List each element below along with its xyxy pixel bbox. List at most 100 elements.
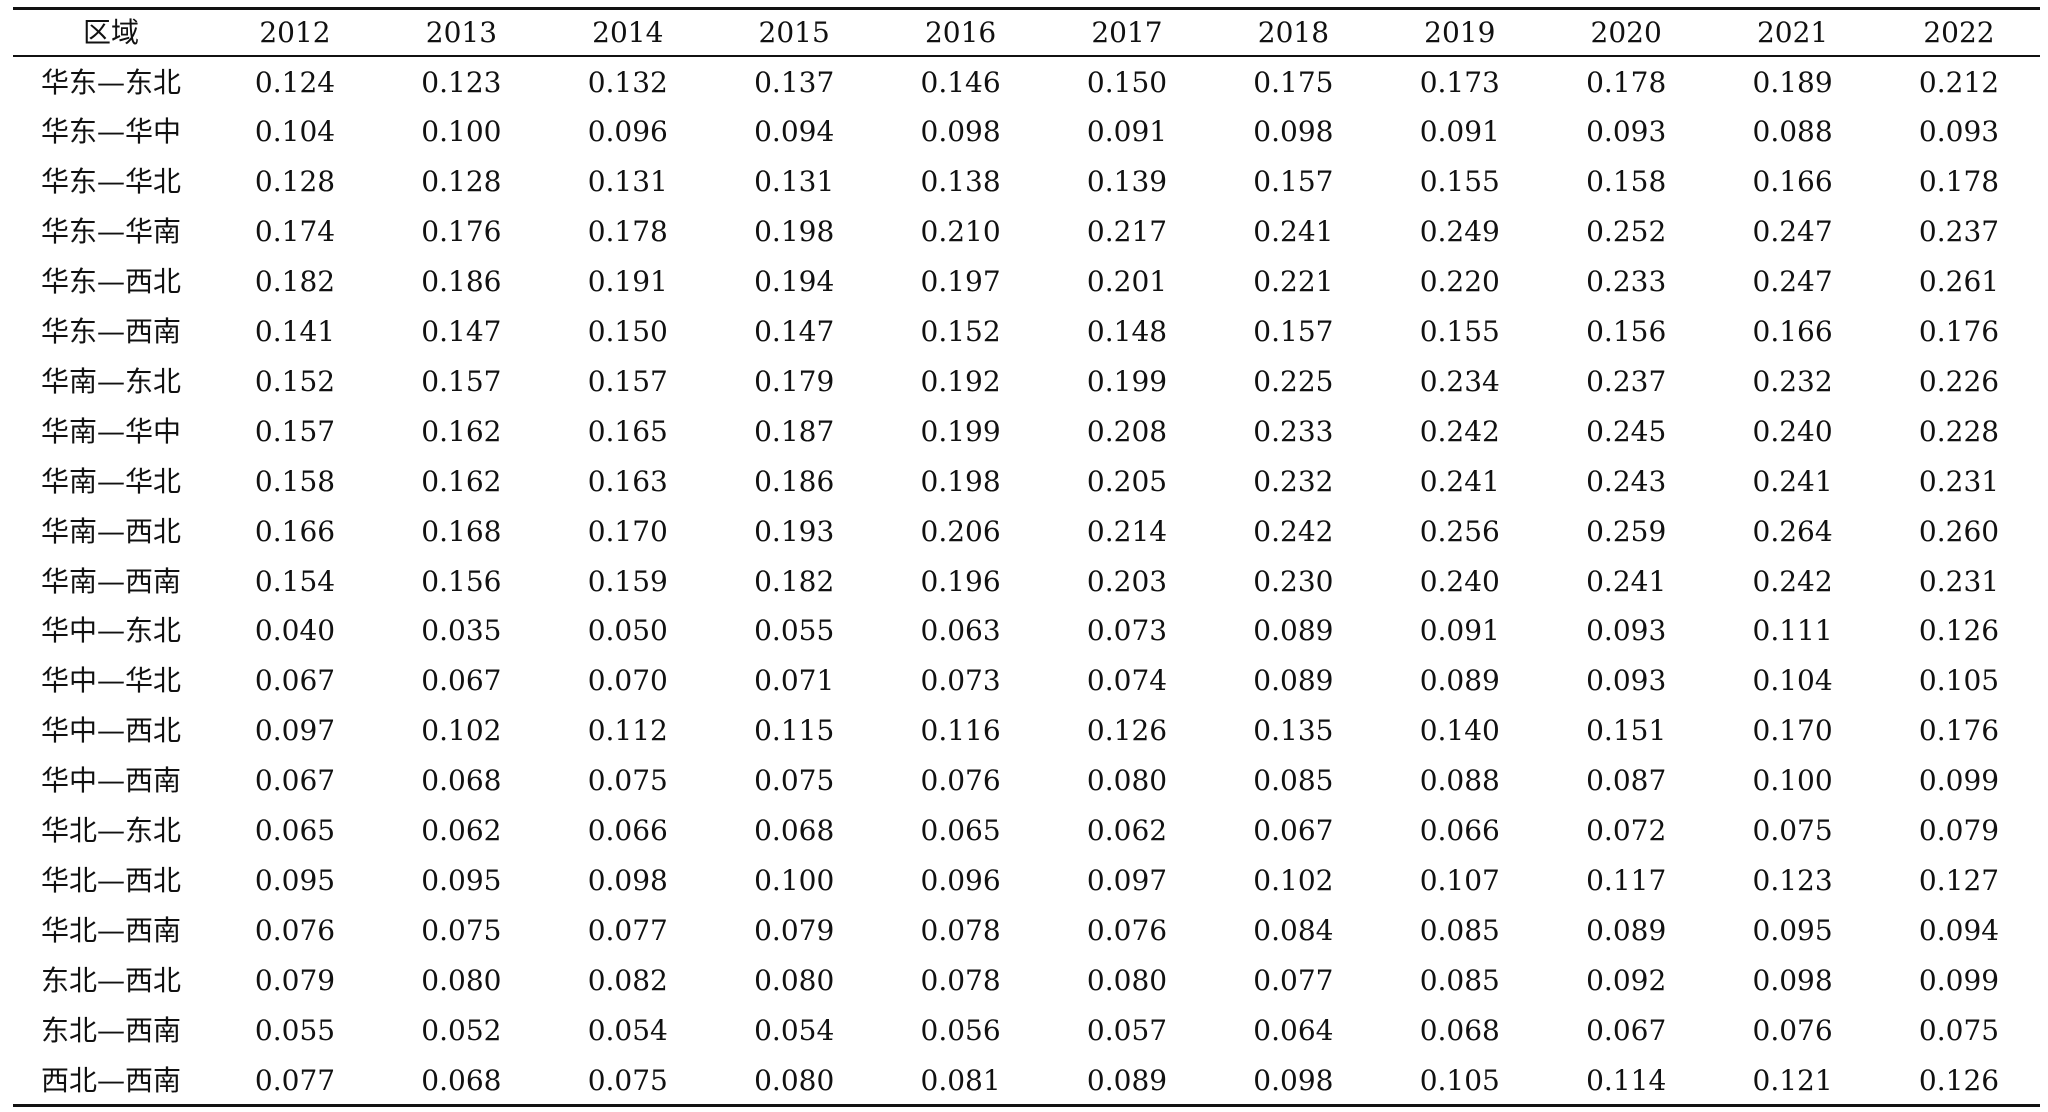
value-cell: 0.094 (754, 115, 835, 149)
value-cell: 0.174 (254, 215, 336, 249)
value-cell: 0.062 (421, 814, 502, 847)
value-cell: 0.178 (1586, 65, 1667, 99)
header-cell: 2013 (425, 16, 498, 49)
value-cell: 0.091 (1086, 115, 1168, 149)
value-cell: 0.089 (1086, 1063, 1168, 1097)
value-cell: 0.085 (1419, 963, 1500, 997)
value-cell: 0.088 (1419, 764, 1500, 798)
value-cell: 0.178 (1918, 165, 2000, 199)
value-cell: 0.252 (1586, 215, 1667, 249)
value-cell: 0.067 (254, 664, 336, 698)
value-cell: 0.096 (587, 115, 668, 149)
region-cell: 华北—西南 (40, 913, 182, 947)
value-cell: 0.140 (1419, 714, 1500, 748)
value-cell: 0.231 (1918, 464, 2000, 498)
value-cell: 0.226 (1918, 364, 2000, 398)
header-cell: 2021 (1756, 16, 1829, 49)
value-cell: 0.098 (587, 863, 668, 897)
value-cell: 0.064 (1253, 1013, 1334, 1047)
value-cell: 0.126 (1918, 1063, 2000, 1097)
value-cell: 0.237 (1586, 364, 1667, 398)
value-cell: 0.199 (920, 414, 1001, 448)
value-cell: 0.081 (920, 1063, 1001, 1097)
value-cell: 0.225 (1253, 364, 1334, 398)
value-cell: 0.159 (587, 564, 668, 598)
region-cell: 华北—东北 (40, 814, 182, 847)
value-cell: 0.068 (754, 814, 835, 847)
value-cell: 0.182 (754, 564, 835, 598)
value-cell: 0.182 (254, 265, 336, 299)
value-cell: 0.146 (920, 65, 1001, 99)
value-cell: 0.056 (920, 1013, 1001, 1047)
value-cell: 0.170 (1752, 714, 1833, 748)
value-cell: 0.085 (1253, 764, 1334, 798)
value-cell: 0.260 (1918, 514, 2000, 548)
value-cell: 0.107 (1419, 863, 1500, 897)
value-cell: 0.157 (1253, 165, 1334, 199)
value-cell: 0.092 (1586, 963, 1667, 997)
value-cell: 0.243 (1586, 464, 1667, 498)
value-cell: 0.217 (1086, 215, 1168, 249)
value-cell: 0.080 (421, 963, 502, 997)
value-cell: 0.232 (1752, 364, 1833, 398)
value-cell: 0.156 (421, 564, 502, 598)
value-cell: 0.077 (587, 913, 668, 947)
value-cell: 0.111 (1752, 614, 1833, 648)
value-cell: 0.097 (1086, 863, 1168, 897)
value-cell: 0.098 (920, 115, 1001, 149)
value-cell: 0.237 (1918, 215, 2000, 249)
value-cell: 0.080 (1086, 764, 1168, 798)
region-cell: 华东—华北 (40, 165, 182, 199)
header-cell: 2022 (1923, 16, 1995, 49)
value-cell: 0.264 (1752, 514, 1833, 548)
header-cell: 2017 (1091, 16, 1163, 49)
value-cell: 0.068 (421, 764, 502, 798)
value-cell: 0.070 (587, 664, 668, 698)
value-cell: 0.068 (1419, 1013, 1500, 1047)
value-cell: 0.080 (754, 1063, 835, 1097)
value-cell: 0.176 (1918, 714, 2000, 748)
value-cell: 0.141 (254, 315, 336, 348)
value-cell: 0.104 (1752, 664, 1833, 698)
value-cell: 0.123 (421, 65, 502, 99)
value-cell: 0.095 (254, 863, 336, 897)
value-cell: 0.123 (1752, 863, 1833, 897)
value-cell: 0.077 (1253, 963, 1334, 997)
value-cell: 0.117 (1586, 863, 1667, 897)
value-cell: 0.054 (587, 1013, 668, 1047)
value-cell: 0.074 (1086, 664, 1168, 698)
value-cell: 0.162 (421, 414, 502, 448)
value-cell: 0.173 (1419, 65, 1500, 99)
value-cell: 0.084 (1253, 913, 1334, 947)
value-cell: 0.166 (254, 514, 336, 548)
value-cell: 0.067 (1586, 1013, 1667, 1047)
value-cell: 0.073 (920, 664, 1001, 698)
value-cell: 0.157 (254, 414, 336, 448)
value-cell: 0.078 (920, 963, 1001, 997)
region-cell: 华东—东北 (40, 65, 182, 99)
value-cell: 0.116 (920, 714, 1001, 748)
value-cell: 0.220 (1419, 265, 1500, 299)
header-cell: 区域 (82, 16, 140, 49)
value-cell: 0.191 (587, 265, 668, 299)
value-cell: 0.198 (920, 464, 1001, 498)
header-cell: 2015 (758, 16, 830, 49)
value-cell: 0.242 (1253, 514, 1334, 548)
value-cell: 0.245 (1586, 414, 1667, 448)
header-cell: 2020 (1590, 16, 1662, 49)
value-cell: 0.093 (1586, 115, 1667, 149)
region-cell: 华中—西北 (40, 714, 182, 748)
value-cell: 0.197 (920, 265, 1001, 299)
value-cell: 0.124 (254, 65, 336, 99)
value-cell: 0.076 (1086, 913, 1168, 947)
value-cell: 0.228 (1918, 414, 2000, 448)
value-cell: 0.089 (1586, 913, 1667, 947)
value-cell: 0.100 (754, 863, 835, 897)
value-cell: 0.132 (587, 65, 668, 99)
region-cell: 华南—华中 (40, 414, 182, 448)
value-cell: 0.099 (1918, 963, 2000, 997)
value-cell: 0.052 (421, 1013, 502, 1047)
region-cell: 华南—东北 (40, 364, 182, 398)
value-cell: 0.066 (587, 814, 668, 847)
value-cell: 0.096 (920, 863, 1001, 897)
